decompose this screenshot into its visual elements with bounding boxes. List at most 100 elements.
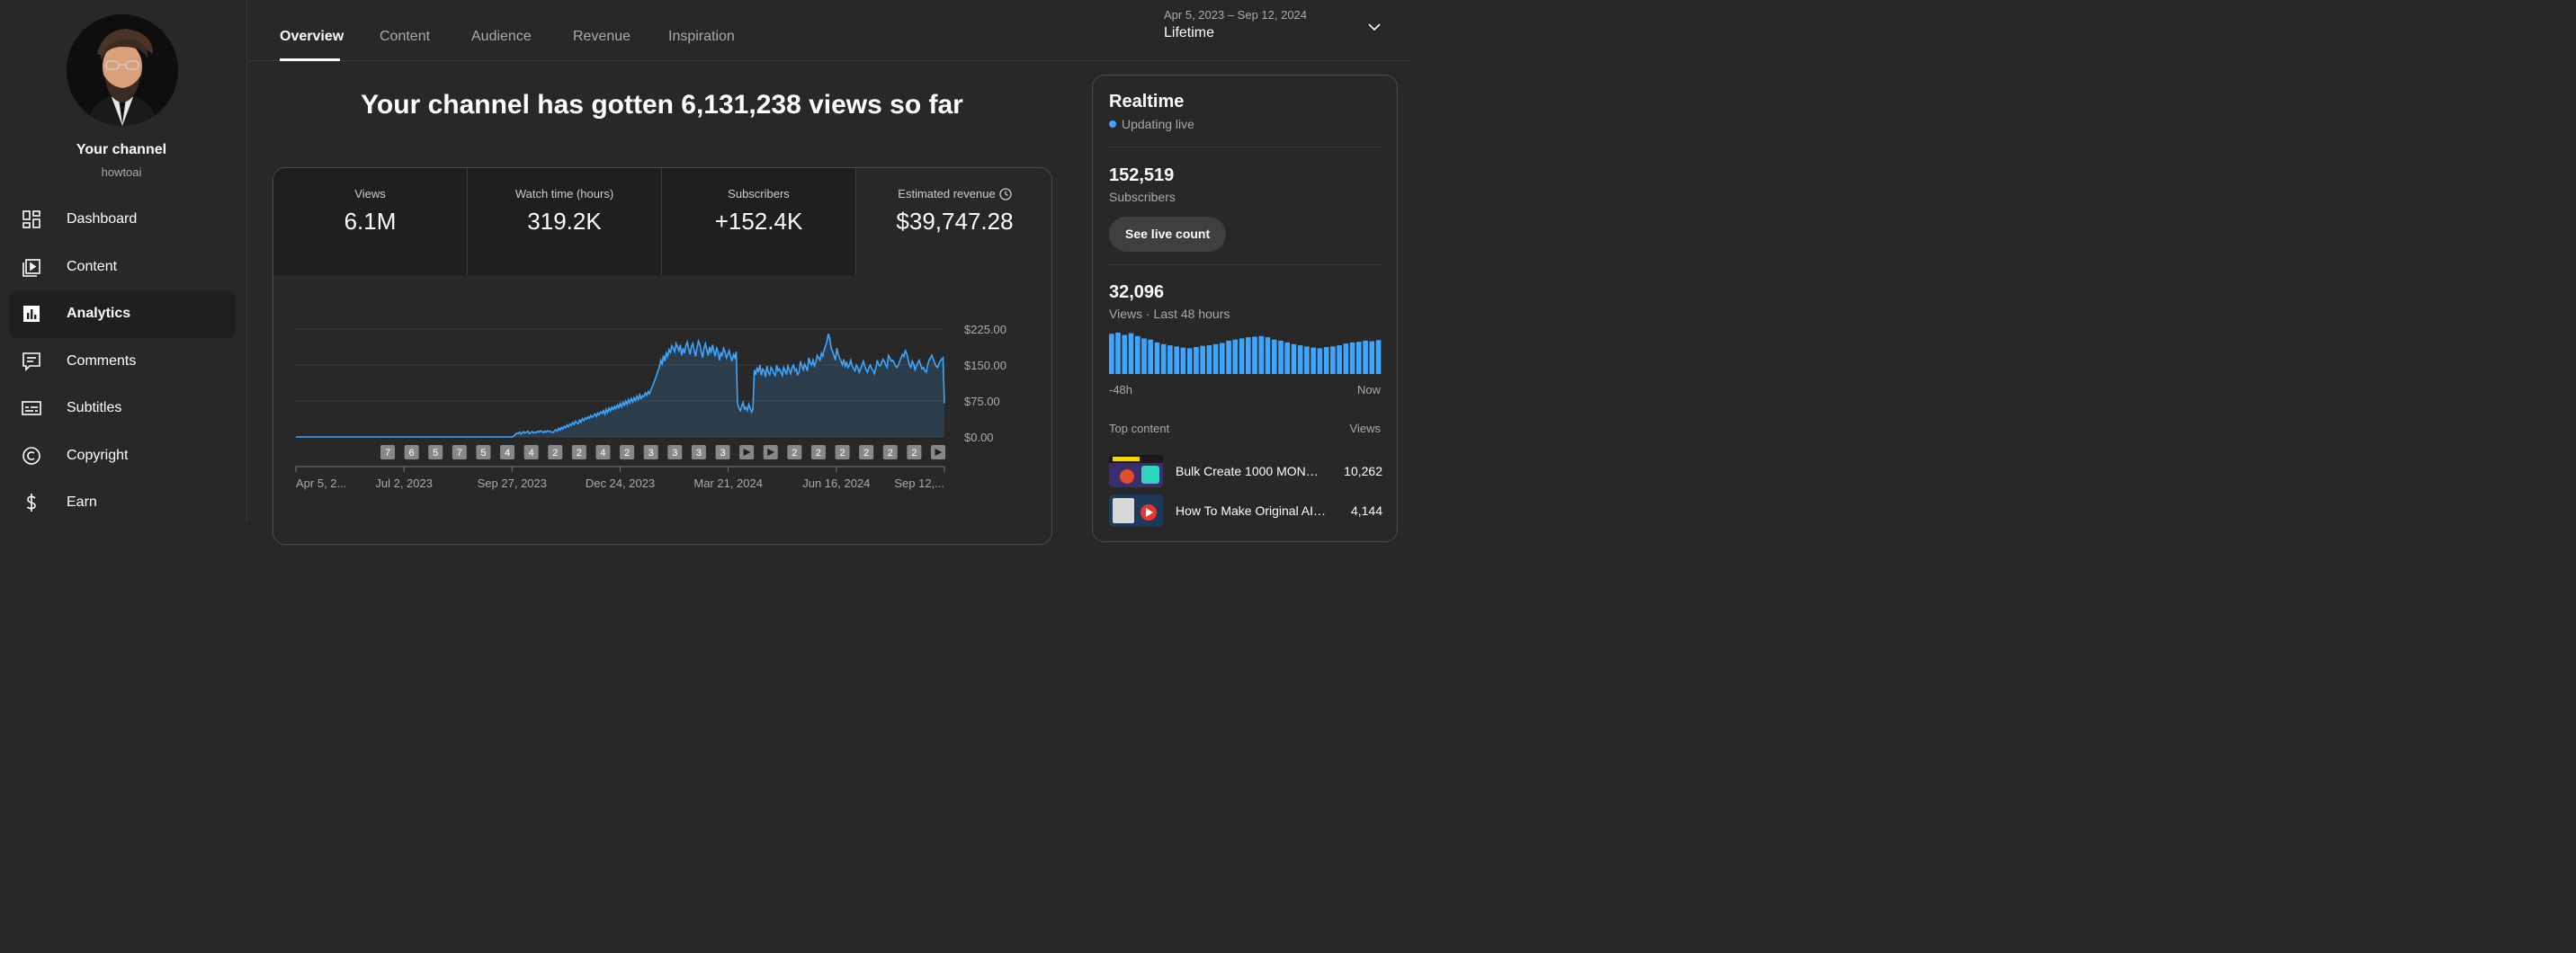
video-marker[interactable]: 2 <box>859 445 874 459</box>
subtitles-icon <box>22 398 41 418</box>
metric-label-text: Estimated revenue <box>898 187 996 200</box>
tab-revenue[interactable]: Revenue <box>573 29 631 44</box>
sidebar-item-analytics[interactable]: Analytics <box>9 290 236 338</box>
x-tick-label: Sep 12,... <box>894 476 944 490</box>
sidebar-item-dashboard[interactable]: Dashboard <box>9 196 236 244</box>
realtime-live-label: Updating live <box>1122 117 1194 131</box>
realtime-views-bar-chart[interactable] <box>1109 333 1382 374</box>
video-marker[interactable]: 2 <box>620 445 635 459</box>
top-content-row[interactable]: Bulk Create 1000 MON… 10,262 <box>1109 455 1382 487</box>
analytics-tabs <box>248 0 1410 61</box>
copyright-icon <box>22 446 41 466</box>
play-icon <box>743 449 751 456</box>
realtime-bar <box>1343 343 1349 374</box>
revenue-chart[interactable]: $225.00 $150.00 $75.00 $0.00 7 6 5 7 5 4 4 2 2 4 2 3 3 3 3… <box>273 306 1051 494</box>
video-marker[interactable]: 3 <box>643 445 658 459</box>
realtime-bar <box>1226 340 1231 374</box>
realtime-bar <box>1141 338 1147 374</box>
date-range-text[interactable]: Apr 5, 2023 – Sep 12, 2024 <box>1164 8 1308 22</box>
top-content-row[interactable]: How To Make Original AI… 4,144 <box>1109 494 1382 527</box>
clock-icon[interactable] <box>999 188 1012 200</box>
x-tick-label: Dec 24, 2023 <box>586 476 655 490</box>
tab-audience[interactable]: Audience <box>471 29 532 44</box>
content-icon <box>22 257 41 277</box>
play-marker[interactable] <box>739 445 755 459</box>
sidebar-item-copyright[interactable]: Copyright <box>9 432 236 480</box>
tab-inspiration[interactable]: Inspiration <box>668 29 735 44</box>
video-marker[interactable]: 2 <box>787 445 802 459</box>
video-marker[interactable]: 4 <box>500 445 515 459</box>
sidebar-item-label: Comments <box>67 352 137 369</box>
realtime-bar <box>1284 342 1290 374</box>
metric-value: 319.2K <box>527 208 602 235</box>
dashboard-icon <box>22 209 41 229</box>
active-tab-indicator <box>280 58 340 61</box>
video-marker[interactable]: 3 <box>667 445 683 459</box>
realtime-bar <box>1265 337 1271 374</box>
chevron-down-icon[interactable] <box>1365 18 1383 36</box>
video-marker[interactable]: 7 <box>452 445 467 459</box>
marker-count: 3 <box>696 448 702 459</box>
divider <box>1109 264 1382 265</box>
x-tick-label: Jun 16, 2024 <box>802 476 870 490</box>
analytics-icon <box>22 304 41 324</box>
video-marker[interactable]: 6 <box>404 445 419 459</box>
sidebar-item-label: Analytics <box>67 306 131 322</box>
marker-box <box>380 445 395 459</box>
tab-content[interactable]: Content <box>380 29 431 44</box>
video-marker[interactable]: 4 <box>595 445 611 459</box>
sidebar-item-comments[interactable]: Comments <box>9 338 236 386</box>
top-content-views-heading: Views <box>1349 422 1381 435</box>
sidebar-item-label: Copyright <box>67 447 129 463</box>
realtime-bar <box>1220 343 1225 374</box>
x-tick-label: Sep 27, 2023 <box>478 476 547 490</box>
marker-box <box>500 445 515 459</box>
y-tick-label: $0.00 <box>964 431 994 444</box>
metric-label: Views <box>354 187 386 200</box>
see-live-count-button[interactable]: See live count <box>1109 217 1227 252</box>
realtime-bar <box>1239 338 1245 374</box>
marker-box <box>595 445 611 459</box>
marker-box <box>859 445 874 459</box>
marker-count: 3 <box>648 448 654 459</box>
sidebar-item-earn[interactable]: Earn <box>9 479 236 527</box>
metric-estimated-revenue[interactable]: Estimated revenue $39,747.28 <box>856 168 1051 275</box>
realtime-bar <box>1297 345 1303 374</box>
marker-box <box>548 445 563 459</box>
video-marker[interactable]: 2 <box>548 445 563 459</box>
video-marker[interactable]: 5 <box>428 445 443 459</box>
realtime-bar <box>1304 346 1310 374</box>
video-marker[interactable]: 5 <box>476 445 491 459</box>
realtime-bar <box>1232 339 1239 374</box>
marker-count: 2 <box>577 448 582 459</box>
play-marker[interactable] <box>931 445 945 459</box>
realtime-bar <box>1252 336 1257 374</box>
metric-watch-time[interactable]: Watch time (hours) 319.2K <box>468 168 662 275</box>
sidebar-item-subtitles[interactable]: Subtitles <box>9 385 236 432</box>
marker-box <box>835 445 850 459</box>
realtime-views-value: 32,096 <box>1109 282 1165 302</box>
play-marker[interactable] <box>763 445 778 459</box>
video-marker[interactable]: 3 <box>715 445 730 459</box>
earn-icon <box>22 493 41 512</box>
marker-count: 7 <box>457 448 462 459</box>
metric-label: Subscribers <box>728 187 790 200</box>
marker-count: 3 <box>672 448 677 459</box>
video-marker[interactable]: 2 <box>907 445 922 459</box>
video-marker[interactable]: 2 <box>571 445 586 459</box>
channel-avatar[interactable] <box>67 14 178 126</box>
video-marker[interactable]: 3 <box>691 445 706 459</box>
sidebar-item-content[interactable]: Content <box>9 244 236 291</box>
date-period-label[interactable]: Lifetime <box>1164 25 1215 40</box>
video-marker[interactable]: 2 <box>835 445 850 459</box>
marker-box <box>787 445 802 459</box>
video-marker[interactable]: 4 <box>523 445 539 459</box>
top-content-views: 4,144 <box>1350 503 1382 518</box>
metric-subscribers[interactable]: Subscribers +152.4K <box>662 168 856 275</box>
video-marker[interactable]: 7 <box>380 445 395 459</box>
tab-overview[interactable]: Overview <box>280 29 344 44</box>
video-marker[interactable]: 2 <box>810 445 826 459</box>
video-marker[interactable]: 2 <box>882 445 898 459</box>
marker-box <box>571 445 586 459</box>
metric-views[interactable]: Views 6.1M <box>273 168 468 275</box>
